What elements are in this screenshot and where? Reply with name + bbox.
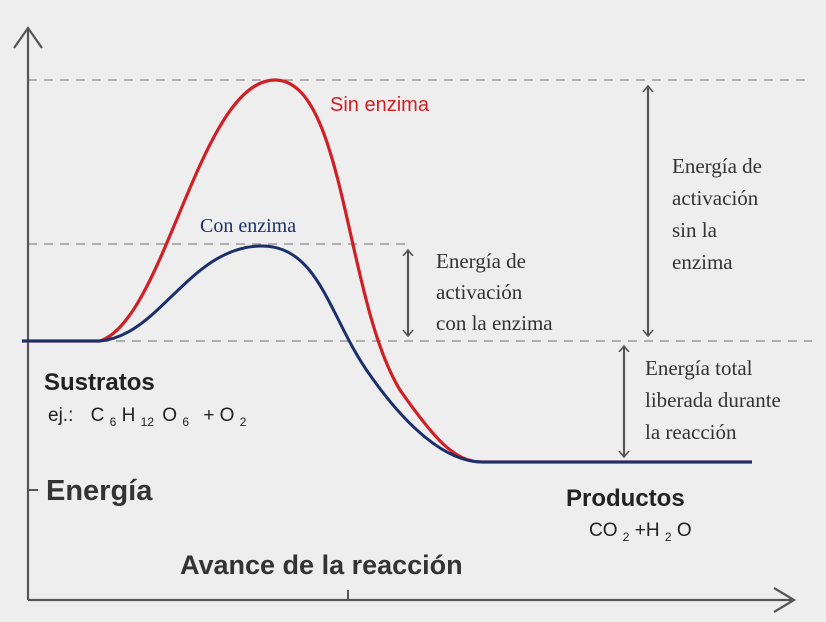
annotation-line: activación <box>436 280 523 304</box>
activation-with-enzyme-label: Energía de activación con la enzima <box>436 249 553 335</box>
formula-subscript: 2 <box>665 530 672 544</box>
curve-without-enzyme <box>22 78 752 464</box>
curve-with-enzyme <box>22 244 752 464</box>
annotation-line: Energía total <box>645 356 753 380</box>
annotation-line: enzima <box>672 250 733 274</box>
formula-part: O <box>162 405 177 426</box>
annotation-line: Energía de <box>436 249 526 273</box>
annotation-line: Energía de <box>672 154 762 178</box>
example-prefix: ej.: <box>48 405 73 426</box>
curve-label-with-enzyme: Con enzima <box>200 215 296 237</box>
formula-subscript: 2 <box>623 530 630 544</box>
curve-label-without-enzyme: Sin enzima <box>330 94 430 116</box>
annotation-line: activación <box>672 186 759 210</box>
formula-part: H <box>122 405 136 426</box>
x-axis-label: Avance de la reacción <box>180 550 463 580</box>
y-axis-arrowhead <box>13 26 43 49</box>
annotation-line: liberada durante <box>645 388 781 412</box>
formula-subscript: 6 <box>182 415 189 429</box>
x-axis-arrowhead <box>773 587 797 613</box>
formula-subscript: 12 <box>141 415 155 429</box>
formula-subscript: 2 <box>240 415 247 429</box>
formula-part: C <box>91 405 105 426</box>
y-axis-label: Energía <box>46 475 153 507</box>
formula-part: +H <box>635 520 660 541</box>
products-title: Productos <box>566 485 685 512</box>
annotation-line: la reacción <box>645 420 737 444</box>
substrates-title: Sustratos <box>44 369 155 396</box>
activation-without-enzyme-label: Energía de activación sin la enzima <box>672 154 767 274</box>
formula-part: + O <box>203 405 234 426</box>
substrates-formula: ej.: C 6 H 12 O 6 + O 2 <box>48 405 247 431</box>
formula-part: CO <box>589 520 618 541</box>
annotation-line: con la enzima <box>436 311 553 335</box>
total-energy-released-label: Energía total liberada durante la reacci… <box>645 356 786 444</box>
formula-subscript: 6 <box>110 415 117 429</box>
annotation-line: sin la <box>672 218 718 242</box>
formula-part: O <box>677 520 692 541</box>
products-formula: CO 2 +H 2 O <box>589 520 692 546</box>
